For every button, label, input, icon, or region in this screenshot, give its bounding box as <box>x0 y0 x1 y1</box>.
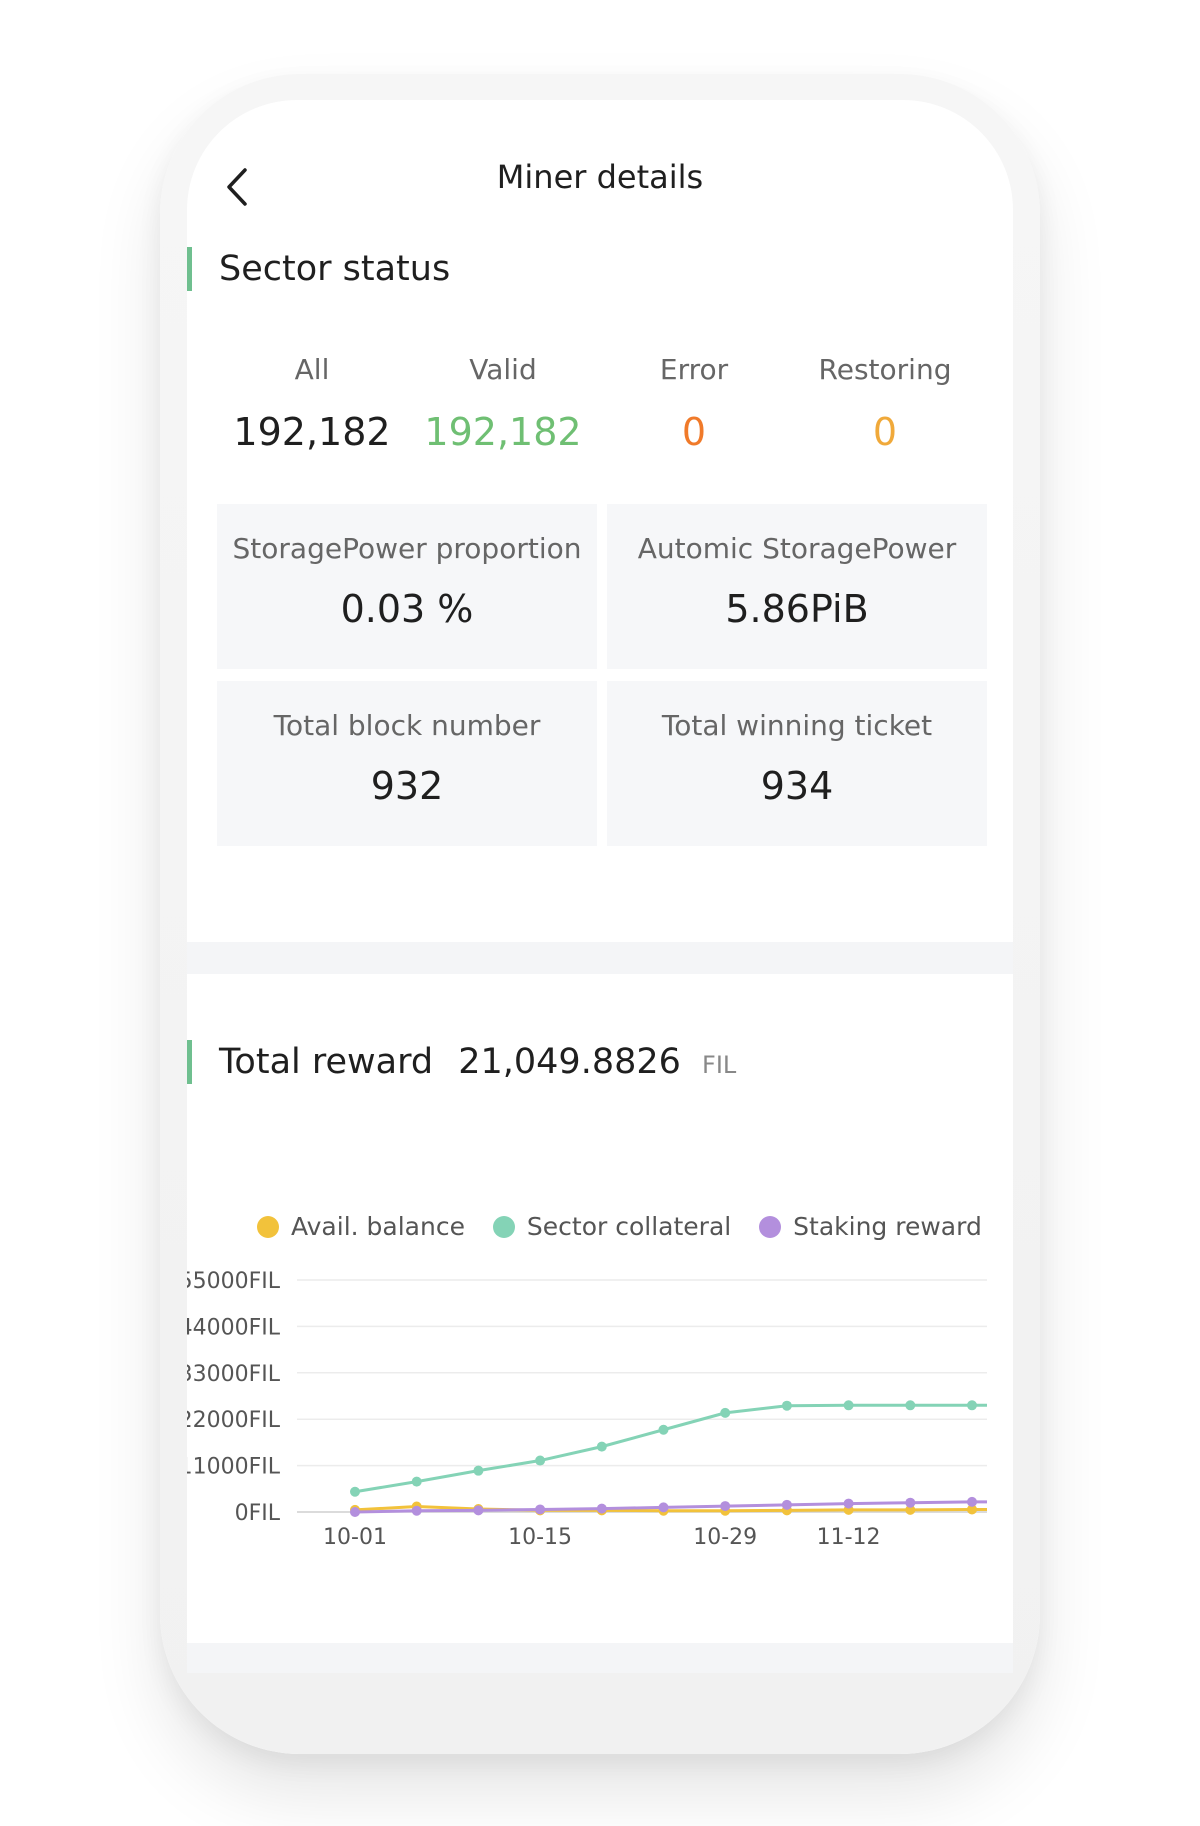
data-point[interactable] <box>843 1498 854 1509</box>
legend-dot-icon <box>257 1216 279 1238</box>
back-button[interactable] <box>219 162 259 212</box>
data-point[interactable] <box>967 1400 977 1411</box>
y-tick-label: 11000FIL <box>187 1455 281 1480</box>
data-point[interactable] <box>473 1505 484 1516</box>
stat-restoring: Restoring 0 <box>790 350 980 454</box>
legend-item-staking-reward[interactable]: Staking reward <box>759 1212 982 1241</box>
data-point[interactable] <box>411 1505 422 1516</box>
card-value: 5.86PiB <box>725 587 869 631</box>
stat-error: Error 0 <box>599 350 789 454</box>
data-point[interactable] <box>781 1499 792 1510</box>
data-point[interactable] <box>596 1441 607 1452</box>
chevron-left-icon <box>227 168 247 206</box>
data-point[interactable] <box>905 1497 916 1508</box>
data-point[interactable] <box>905 1400 916 1411</box>
card-label: Total block number <box>273 709 541 742</box>
y-tick-label: 0FIL <box>235 1501 281 1526</box>
y-tick-label: 22000FIL <box>187 1408 281 1433</box>
data-point[interactable] <box>720 1407 731 1418</box>
card-label: StoragePower proportion <box>232 532 582 565</box>
stat-label: All <box>294 353 330 386</box>
app-screen: Miner details Sector status All 192,182 … <box>187 100 1013 1673</box>
data-point[interactable] <box>658 1424 669 1435</box>
series-line-sector-collateral <box>354 1403 987 1494</box>
data-point[interactable] <box>658 1502 669 1513</box>
reward-amount: 21,049.8826 <box>458 1042 681 1082</box>
stat-value: 0 <box>872 410 898 454</box>
card-value: 934 <box>760 764 834 808</box>
chart-legend: Avail. balance Sector collateral Staking… <box>257 1212 1002 1248</box>
y-tick-label: 44000FIL <box>187 1315 281 1340</box>
y-tick-label: 55000FIL <box>187 1269 281 1294</box>
series-line-avail-balance <box>354 1505 987 1513</box>
data-point[interactable] <box>411 1476 422 1487</box>
x-tick-label: 10-29 <box>693 1525 757 1550</box>
data-point[interactable] <box>781 1400 792 1411</box>
section-title-total-reward: Total reward 21,049.8826 FIL <box>187 1040 736 1084</box>
x-tick-label: 11-12 <box>817 1525 881 1550</box>
data-point[interactable] <box>967 1496 977 1507</box>
legend-item-sector-collateral[interactable]: Sector collateral <box>492 1212 732 1241</box>
data-point[interactable] <box>596 1503 607 1514</box>
section-divider <box>187 942 1013 974</box>
stat-value: 192,182 <box>233 410 391 454</box>
data-point[interactable] <box>967 1504 977 1515</box>
legend-label: Avail. balance <box>291 1212 465 1241</box>
section-title-sector-status: Sector status <box>187 247 450 291</box>
legend-dot-icon <box>492 1216 515 1238</box>
card-total-block-number: Total block number 932 <box>217 681 597 846</box>
data-point[interactable] <box>535 1455 546 1466</box>
page-title: Miner details <box>496 158 704 196</box>
x-tick-label: 10-15 <box>508 1525 572 1550</box>
stat-label: Valid <box>469 353 537 386</box>
card-automic-storagepower: Automic StoragePower 5.86PiB <box>607 504 987 669</box>
legend-label: Sector collateral <box>526 1212 732 1241</box>
header: Miner details <box>187 100 1013 260</box>
legend-item-avail-balance[interactable]: Avail. balance <box>257 1212 465 1241</box>
data-point[interactable] <box>350 1486 360 1497</box>
reward-line-chart: 0FIL 11000FIL 22000FIL 33000FIL 44000FIL 5500… <box>187 1269 987 1550</box>
data-point[interactable] <box>720 1501 731 1512</box>
stat-value: 192,182 <box>424 410 582 454</box>
x-tick-label: 10-01 <box>323 1525 387 1550</box>
card-label: Total winning ticket <box>661 709 933 742</box>
reward-unit: FIL <box>702 1051 737 1079</box>
stat-label: Restoring <box>818 353 952 386</box>
stat-valid: Valid 192,182 <box>408 350 598 454</box>
card-storagepower-proportion: StoragePower proportion 0.03 % <box>217 504 597 669</box>
stat-value: 0 <box>681 410 707 454</box>
card-total-winning-ticket: Total winning ticket 934 <box>607 681 987 846</box>
series-line-staking-reward <box>354 1500 987 1514</box>
y-tick-label: 33000FIL <box>187 1362 281 1387</box>
card-label: Automic StoragePower <box>637 532 957 565</box>
reward-label: Total reward <box>219 1042 434 1082</box>
stat-all: All 192,182 <box>217 350 407 454</box>
data-point[interactable] <box>350 1507 360 1517</box>
card-value: 0.03 % <box>340 587 474 631</box>
data-point[interactable] <box>535 1504 546 1515</box>
legend-dot-icon <box>759 1216 782 1238</box>
bottom-strip <box>187 1643 1013 1673</box>
data-point[interactable] <box>843 1400 854 1411</box>
sector-stats: All 192,182 Valid 192,182 Error 0 Restor… <box>217 350 987 470</box>
data-point[interactable] <box>473 1465 484 1476</box>
data-point[interactable] <box>905 1504 916 1515</box>
stat-label: Error <box>659 353 729 386</box>
card-value: 932 <box>370 764 444 808</box>
legend-label: Staking reward <box>793 1212 982 1241</box>
